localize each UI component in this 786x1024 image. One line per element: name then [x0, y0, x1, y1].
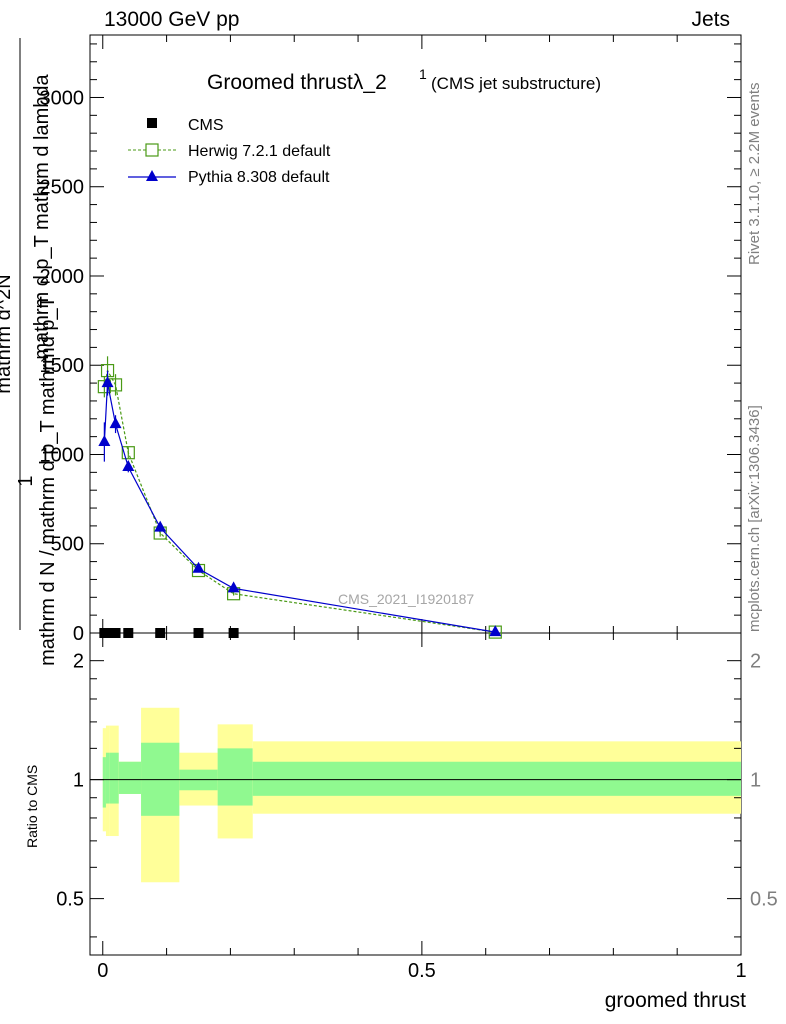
legend-label-cms: CMS — [188, 117, 224, 134]
data-point-cms — [110, 628, 121, 638]
ratio-band-stat-2 — [109, 752, 119, 804]
ratio-band-stat-1 — [105, 752, 110, 804]
chart-title-subtitle: (CMS jet substructure) — [431, 74, 601, 93]
y-axis-label-main: 1 mathrm d N / mathrm d p_T mathrmd p_T … — [0, 38, 59, 666]
ratio-band-stat-7 — [252, 761, 741, 796]
ytick-label-ratio-left: 2 — [73, 651, 84, 673]
data-point-pythia — [101, 376, 114, 388]
x-axis-label: groomed thrust — [605, 989, 746, 1012]
series-layer — [97, 356, 502, 639]
series-line-2 — [103, 382, 496, 633]
xtick-label: 0.5 — [408, 960, 436, 982]
ytick-label-main: 500 — [51, 534, 84, 556]
axis-tick-labels: 0 500 1000 1500 2000 2500 3000 0 0.5 1 0.5 0.5 1 1 2 2 — [40, 87, 778, 982]
ytick-label-main: 1500 — [40, 355, 85, 377]
series-2 — [98, 370, 502, 637]
xtick-label: 1 — [735, 960, 746, 982]
chart-title-superscript: 1 — [419, 66, 427, 82]
ytick-label-main: 0 — [73, 623, 84, 645]
header-process-label: 13000 GeV pp — [104, 8, 240, 31]
ytick-label-ratio-left: 1 — [73, 770, 84, 792]
y-label-denominator-top: mathrm d^2N — [0, 274, 15, 393]
data-point-pythia — [192, 561, 205, 573]
series-0 — [99, 628, 239, 638]
data-point-pythia — [109, 417, 122, 429]
legend-marker-pythia — [146, 170, 158, 181]
ytick-label-main: 1000 — [40, 444, 85, 466]
analysis-watermark: CMS_2021_I1920187 — [338, 591, 474, 607]
ratio-bands — [102, 707, 741, 883]
data-point-pythia — [122, 459, 135, 471]
ytick-label-main: 2500 — [40, 177, 85, 199]
data-point-cms — [155, 628, 166, 638]
y-label-numerator-top: 1 — [15, 475, 37, 486]
data-point-pythia — [227, 581, 240, 593]
ratio-band-stat-6 — [217, 748, 253, 806]
ytick-label-ratio-left: 0.5 — [56, 889, 84, 911]
legend-label-pythia: Pythia 8.308 default — [188, 169, 330, 186]
legend-marker-cms — [147, 118, 157, 128]
y-label-denominator-bottom: mathrm d p_T mathrm d lambda — [31, 73, 53, 359]
data-point-pythia — [489, 625, 502, 637]
chart-title: Groomed thrustλ_2 — [207, 71, 387, 94]
ytick-label-main: 3000 — [40, 87, 85, 109]
data-point-cms — [123, 628, 134, 638]
data-point-cms — [228, 628, 239, 638]
data-point-herwig — [121, 446, 135, 460]
ytick-label-ratio-right: 1 — [750, 770, 761, 792]
data-point-pythia — [154, 520, 167, 532]
ratio-band-stat-3 — [118, 761, 142, 794]
ytick-label-ratio-right: 0.5 — [750, 889, 778, 911]
axis-ticks — [90, 35, 742, 955]
ytick-label-main: 2000 — [40, 266, 85, 288]
data-point-pythia — [98, 434, 111, 446]
xtick-label: 0 — [97, 960, 108, 982]
header-category-label: Jets — [691, 8, 730, 31]
ratio-band-stat-0 — [102, 757, 106, 808]
legend-marker-herwig — [145, 143, 159, 157]
ytick-label-ratio-right: 2 — [750, 651, 761, 673]
data-point-cms — [193, 628, 204, 638]
legend: CMS Herwig 7.2.1 default Pythia 8.308 de… — [128, 117, 331, 186]
y-label-numerator-bottom: mathrm d N / mathrm d p_T mathrmd p_T — [37, 296, 59, 666]
y-axis-label-ratio: Ratio to CMS — [24, 765, 40, 848]
legend-label-herwig: Herwig 7.2.1 default — [188, 143, 331, 160]
